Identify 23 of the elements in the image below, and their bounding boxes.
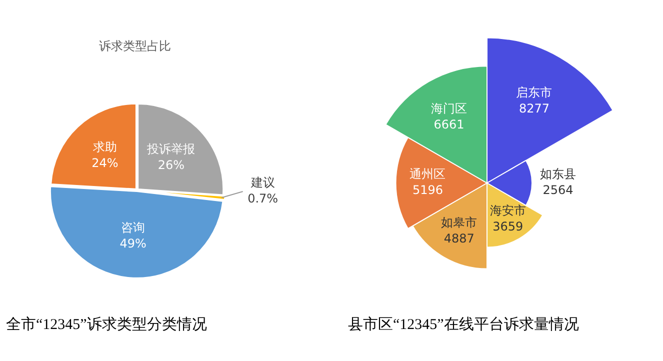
data-label: 2564 [542, 183, 574, 198]
data-label: 3659 [492, 219, 524, 234]
category-label: 启东市 [516, 85, 552, 100]
data-label: 6661 [434, 117, 464, 132]
category-label: 海门区 [430, 101, 467, 116]
data-label: 4887 [444, 231, 474, 246]
category-label: 如东县 [540, 167, 576, 182]
data-label: 5196 [412, 183, 443, 198]
slice-label: 咨询 [121, 220, 146, 235]
data-label: 49% [120, 236, 146, 251]
data-label: 26% [158, 158, 184, 172]
text: 全市“12345”诉求类型分类情况 [6, 315, 207, 334]
slice-label: 投诉举报 [146, 142, 196, 156]
category-label: 如皋市 [441, 215, 478, 230]
chart-title: 诉求类型占比 [98, 38, 172, 55]
category-label: 通州区 [410, 167, 446, 182]
category-label: 海安市 [490, 203, 526, 218]
slice-label: 求助 [92, 140, 117, 154]
data-label: 0.7% [248, 192, 278, 206]
slice-label: 建议 [250, 176, 275, 190]
text: 县市区“12345”在线平台诉求量情况 [348, 315, 579, 334]
data-label: 8277 [518, 101, 550, 116]
data-label: 24% [92, 156, 118, 170]
